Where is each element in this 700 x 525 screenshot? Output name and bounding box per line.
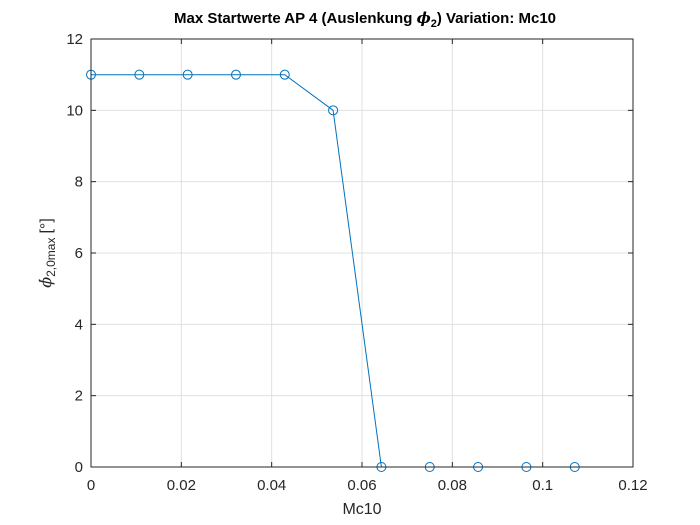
y-axis-label-unit: [°]: [38, 218, 55, 233]
y-tick-label: 10: [66, 102, 83, 119]
data-point-marker: [182, 69, 193, 80]
chart-title-symbol: ϕ: [417, 9, 431, 27]
chart-title-suffix: ) Variation: Mc10: [437, 10, 556, 27]
y-tick-label: 2: [75, 388, 83, 405]
y-tick-label: 6: [75, 245, 83, 262]
x-tick-label: 0.06: [347, 477, 376, 494]
y-axis-label-subscript: 2,0max: [44, 238, 58, 277]
chart-title-prefix: Max Startwerte AP 4 (Auslenkung: [174, 10, 417, 27]
y-tick-label: 12: [66, 31, 83, 48]
x-axis-label: Mc10: [342, 501, 381, 518]
tick-marks: [90, 38, 634, 468]
data-point-marker: [134, 69, 145, 80]
y-axis-label: ϕ̇2,0max [°]: [36, 218, 58, 288]
y-tick-labels: 0 2 4 6 8 10 12: [66, 31, 83, 476]
data-point-marker: [328, 105, 339, 116]
y-tick-label: 4: [75, 316, 83, 333]
y-axis-label-symbol: ϕ̇: [36, 277, 55, 288]
chart-title-subscript: 2: [431, 18, 437, 30]
x-tick-labels: 0 0.02 0.04 0.06 0.08 0.1 0.12: [87, 477, 648, 494]
x-tick-label: 0.12: [618, 477, 647, 494]
plot-area: [86, 38, 634, 472]
y-tick-label: 8: [75, 174, 83, 191]
y-tick-label: 0: [75, 459, 83, 476]
data-point-marker: [230, 69, 241, 80]
data-point-marker: [279, 69, 290, 80]
x-tick-label: 0.1: [532, 477, 553, 494]
x-tick-label: 0.02: [167, 477, 196, 494]
chart-title: Max Startwerte AP 4 (Auslenkung ϕ2) Vari…: [174, 9, 556, 30]
x-tick-label: 0.04: [257, 477, 286, 494]
x-tick-label: 0.08: [438, 477, 467, 494]
x-tick-label: 0: [87, 477, 95, 494]
